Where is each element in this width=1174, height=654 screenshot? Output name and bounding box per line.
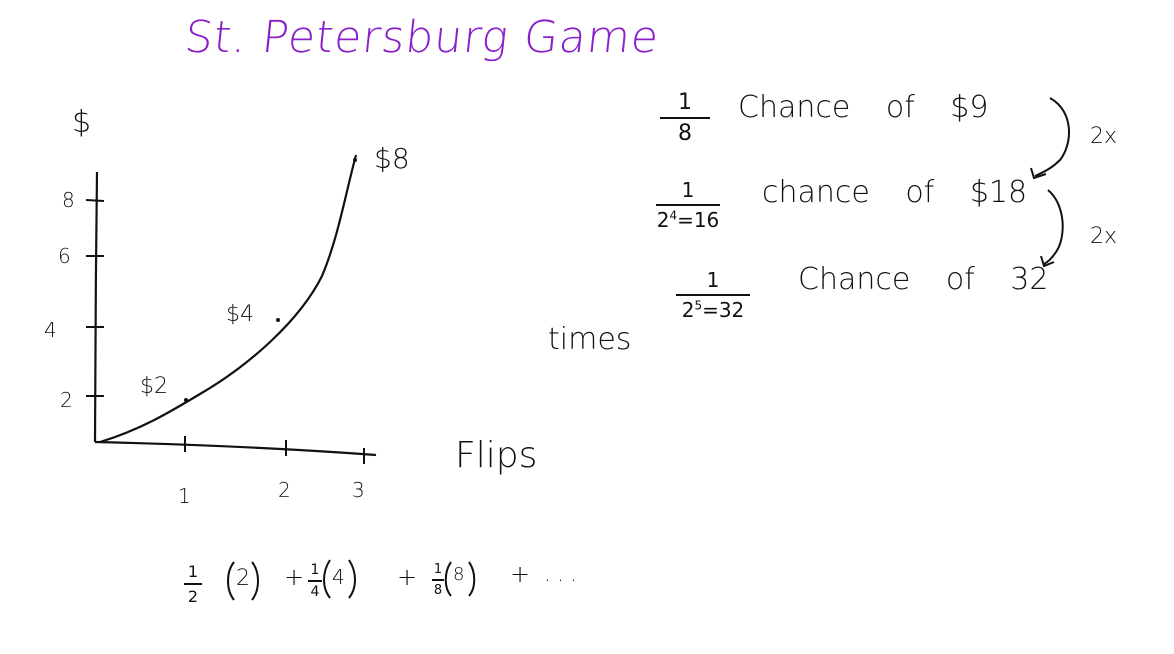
fraction-bar (184, 583, 202, 585)
side-word: times (548, 322, 632, 357)
fraction-numerator: 1 (187, 562, 199, 581)
point-label: $4 (226, 302, 254, 327)
fraction-bar (676, 294, 750, 296)
paren-3 (323, 559, 331, 599)
point-label: $8 (374, 142, 410, 175)
x-axis-label: Flips (455, 435, 538, 476)
fraction-numerator: 1 (678, 90, 692, 115)
x-axis (94, 440, 377, 457)
formula-fraction: 1 2 (184, 562, 202, 606)
arrow-brace-1 (1034, 97, 1070, 177)
point-4 (276, 318, 280, 322)
note-3-fraction: 1 25=32 (676, 268, 750, 322)
note-2-fraction: 1 24=16 (656, 178, 720, 232)
fraction-numerator: 1 (433, 562, 443, 577)
fraction-bar (656, 204, 720, 206)
arrow-head-2 (1040, 255, 1055, 268)
note-1-text: Chance of $9 (738, 90, 989, 125)
arrow-brace-2 (1043, 189, 1064, 265)
den-base: 2 (681, 298, 695, 322)
den-exponent: 5 (694, 298, 703, 313)
fraction-denominator: 8 (678, 121, 692, 146)
y-axis (93, 171, 99, 443)
point-label: $2 (140, 374, 168, 399)
fraction-numerator: 1 (706, 268, 720, 292)
note-1-fraction: 1 8 (660, 90, 710, 146)
fraction-denominator: 8 (433, 583, 443, 598)
x-tick-label: 3 (352, 478, 365, 502)
den-exponent: 4 (669, 208, 678, 223)
multiplier-label: 2x (1090, 124, 1118, 149)
paren-4 (348, 559, 356, 599)
point-2 (184, 398, 188, 402)
arrow-head-1 (1030, 167, 1047, 180)
den-rest: =16 (677, 208, 720, 232)
multiplier-label: 2x (1090, 224, 1118, 249)
payout-curve (99, 154, 358, 444)
note-3-text: Chance of 32 (798, 262, 1049, 297)
formula-value: 2 (236, 566, 250, 591)
fraction-bar (308, 580, 322, 582)
fraction-denominator: 4 (310, 584, 320, 600)
y-axis-label: $ (72, 105, 92, 140)
fraction-bar (432, 579, 444, 581)
formula-ellipsis: ... (544, 562, 583, 587)
paren-1 (227, 561, 235, 601)
formula-fraction: 1 8 (432, 562, 444, 598)
formula-plus: + (397, 563, 418, 591)
fraction-numerator: 1 (681, 178, 695, 202)
y-tick-8 (85, 199, 105, 202)
fraction-denominator: 25=32 (676, 298, 750, 322)
fraction-denominator: 2 (187, 587, 199, 606)
y-tick-label: 8 (62, 188, 75, 212)
formula-fraction: 1 4 (308, 562, 322, 600)
den-base: 2 (656, 208, 670, 232)
fraction-bar (660, 117, 710, 119)
fraction-numerator: 1 (310, 562, 320, 578)
den-rest: =32 (702, 298, 745, 322)
formula-value: 4 (332, 565, 345, 589)
x-tick-label: 1 (178, 484, 191, 508)
formula-value: 8 (453, 564, 465, 585)
paren-6 (468, 561, 476, 597)
x-tick-label: 2 (278, 478, 291, 502)
point-8 (353, 158, 357, 162)
formula-plus: + (284, 563, 305, 591)
note-2-text: chance of $18 (762, 175, 1028, 210)
y-tick-label: 6 (58, 244, 71, 268)
y-tick-label: 2 (60, 388, 73, 412)
y-tick-label: 4 (44, 318, 57, 342)
fraction-denominator: 24=16 (656, 208, 720, 232)
paren-2 (251, 561, 259, 601)
formula-plus: + (510, 560, 531, 588)
paren-5 (444, 561, 452, 597)
